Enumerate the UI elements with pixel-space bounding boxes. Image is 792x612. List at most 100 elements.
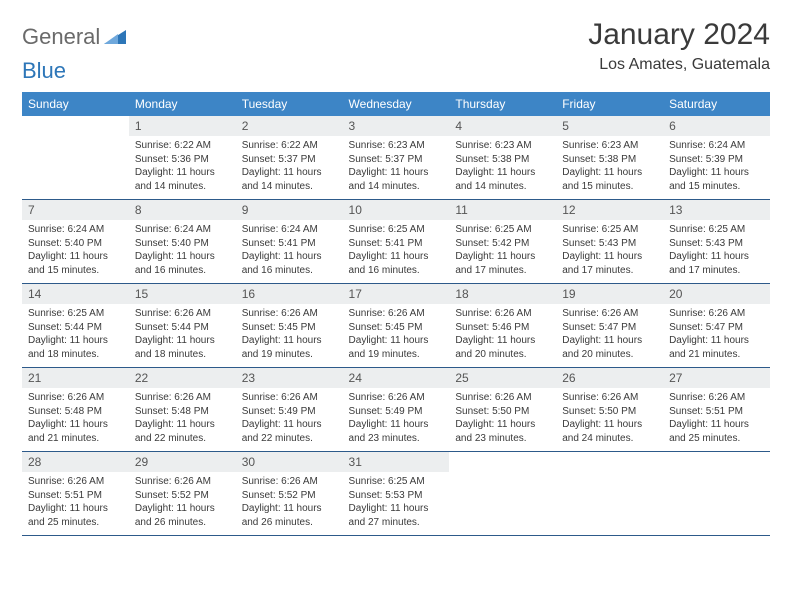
daylight-text: Daylight: 11 hours and 23 minutes. [349, 418, 444, 445]
sunset-text: Sunset: 5:37 PM [349, 153, 444, 167]
sunset-text: Sunset: 5:43 PM [669, 237, 764, 251]
day-body: Sunrise: 6:26 AMSunset: 5:50 PMDaylight:… [556, 388, 663, 451]
sunrise-text: Sunrise: 6:23 AM [455, 139, 550, 153]
day-body: Sunrise: 6:24 AMSunset: 5:41 PMDaylight:… [236, 220, 343, 283]
day-number: 20 [663, 284, 770, 304]
day-body [22, 136, 129, 188]
daylight-text: Daylight: 11 hours and 25 minutes. [669, 418, 764, 445]
day-body: Sunrise: 6:25 AMSunset: 5:44 PMDaylight:… [22, 304, 129, 367]
daylight-text: Daylight: 11 hours and 19 minutes. [349, 334, 444, 361]
day-cell: 15Sunrise: 6:26 AMSunset: 5:44 PMDayligh… [129, 284, 236, 368]
sunset-text: Sunset: 5:49 PM [242, 405, 337, 419]
day-body: Sunrise: 6:23 AMSunset: 5:38 PMDaylight:… [449, 136, 556, 199]
daylight-text: Daylight: 11 hours and 22 minutes. [242, 418, 337, 445]
sunset-text: Sunset: 5:40 PM [135, 237, 230, 251]
sunset-text: Sunset: 5:52 PM [135, 489, 230, 503]
day-number: 24 [343, 368, 450, 388]
week-row: 28Sunrise: 6:26 AMSunset: 5:51 PMDayligh… [22, 452, 770, 536]
sunset-text: Sunset: 5:51 PM [28, 489, 123, 503]
day-cell: 26Sunrise: 6:26 AMSunset: 5:50 PMDayligh… [556, 368, 663, 452]
day-cell: 7Sunrise: 6:24 AMSunset: 5:40 PMDaylight… [22, 200, 129, 284]
daylight-text: Daylight: 11 hours and 15 minutes. [669, 166, 764, 193]
sunset-text: Sunset: 5:46 PM [455, 321, 550, 335]
day-body: Sunrise: 6:25 AMSunset: 5:42 PMDaylight:… [449, 220, 556, 283]
day-body [449, 472, 556, 524]
daylight-text: Daylight: 11 hours and 21 minutes. [669, 334, 764, 361]
daylight-text: Daylight: 11 hours and 18 minutes. [28, 334, 123, 361]
day-number: 9 [236, 200, 343, 220]
day-cell: 9Sunrise: 6:24 AMSunset: 5:41 PMDaylight… [236, 200, 343, 284]
logo-text-2: Blue [22, 58, 770, 84]
sunset-text: Sunset: 5:44 PM [28, 321, 123, 335]
sunset-text: Sunset: 5:36 PM [135, 153, 230, 167]
day-cell: 14Sunrise: 6:25 AMSunset: 5:44 PMDayligh… [22, 284, 129, 368]
sunrise-text: Sunrise: 6:24 AM [669, 139, 764, 153]
day-cell: 27Sunrise: 6:26 AMSunset: 5:51 PMDayligh… [663, 368, 770, 452]
day-body: Sunrise: 6:26 AMSunset: 5:49 PMDaylight:… [343, 388, 450, 451]
day-number: 21 [22, 368, 129, 388]
day-body: Sunrise: 6:25 AMSunset: 5:43 PMDaylight:… [663, 220, 770, 283]
day-body: Sunrise: 6:26 AMSunset: 5:52 PMDaylight:… [236, 472, 343, 535]
day-body: Sunrise: 6:26 AMSunset: 5:47 PMDaylight:… [556, 304, 663, 367]
sunset-text: Sunset: 5:45 PM [242, 321, 337, 335]
day-number: 22 [129, 368, 236, 388]
day-body: Sunrise: 6:26 AMSunset: 5:52 PMDaylight:… [129, 472, 236, 535]
daylight-text: Daylight: 11 hours and 23 minutes. [455, 418, 550, 445]
sunrise-text: Sunrise: 6:22 AM [242, 139, 337, 153]
day-cell: 8 Sunrise: 6:24 AMSunset: 5:40 PMDaylight… [129, 200, 236, 284]
day-body: Sunrise: 6:26 AMSunset: 5:48 PMDaylight:… [22, 388, 129, 451]
sunrise-text: Sunrise: 6:26 AM [349, 307, 444, 321]
sunrise-text: Sunrise: 6:24 AM [135, 223, 230, 237]
sunset-text: Sunset: 5:43 PM [562, 237, 657, 251]
day-number: 26 [556, 368, 663, 388]
daylight-text: Daylight: 11 hours and 14 minutes. [135, 166, 230, 193]
day-cell [663, 452, 770, 536]
week-row: 7Sunrise: 6:24 AMSunset: 5:40 PMDaylight… [22, 200, 770, 284]
day-cell: 29Sunrise: 6:26 AMSunset: 5:52 PMDayligh… [129, 452, 236, 536]
weekday-sunday: Sunday [22, 92, 129, 116]
day-cell: 6Sunrise: 6:24 AMSunset: 5:39 PMDaylight… [663, 116, 770, 200]
day-number: 8 [129, 200, 236, 220]
day-body: Sunrise: 6:26 AMSunset: 5:45 PMDaylight:… [236, 304, 343, 367]
sunset-text: Sunset: 5:47 PM [562, 321, 657, 335]
week-row: 21Sunrise: 6:26 AMSunset: 5:48 PMDayligh… [22, 368, 770, 452]
sunset-text: Sunset: 5:39 PM [669, 153, 764, 167]
daylight-text: Daylight: 11 hours and 19 minutes. [242, 334, 337, 361]
daylight-text: Daylight: 11 hours and 16 minutes. [135, 250, 230, 277]
logo: General [22, 24, 126, 50]
sunrise-text: Sunrise: 6:26 AM [135, 475, 230, 489]
week-row: 14Sunrise: 6:25 AMSunset: 5:44 PMDayligh… [22, 284, 770, 368]
logo-text-1: General [22, 24, 100, 50]
sunset-text: Sunset: 5:48 PM [135, 405, 230, 419]
day-body [663, 472, 770, 524]
sunrise-text: Sunrise: 6:26 AM [562, 307, 657, 321]
day-cell: 25 Sunrise: 6:26 AMSunset: 5:50 PMDayligh… [449, 368, 556, 452]
daylight-text: Daylight: 11 hours and 17 minutes. [669, 250, 764, 277]
daylight-text: Daylight: 11 hours and 24 minutes. [562, 418, 657, 445]
daylight-text: Daylight: 11 hours and 20 minutes. [562, 334, 657, 361]
sunset-text: Sunset: 5:52 PM [242, 489, 337, 503]
day-cell: 23Sunrise: 6:26 AMSunset: 5:49 PMDayligh… [236, 368, 343, 452]
week-row: 1Sunrise: 6:22 AMSunset: 5:36 PMDaylight… [22, 116, 770, 200]
day-cell: 21Sunrise: 6:26 AMSunset: 5:48 PMDayligh… [22, 368, 129, 452]
daylight-text: Daylight: 11 hours and 22 minutes. [135, 418, 230, 445]
sunrise-text: Sunrise: 6:26 AM [455, 391, 550, 405]
sunrise-text: Sunrise: 6:26 AM [135, 307, 230, 321]
day-cell [556, 452, 663, 536]
day-body: Sunrise: 6:26 AMSunset: 5:48 PMDaylight:… [129, 388, 236, 451]
day-number: 19 [556, 284, 663, 304]
sunrise-text: Sunrise: 6:26 AM [669, 307, 764, 321]
sunrise-text: Sunrise: 6:26 AM [455, 307, 550, 321]
day-number: 23 [236, 368, 343, 388]
sunset-text: Sunset: 5:44 PM [135, 321, 230, 335]
daylight-text: Daylight: 11 hours and 27 minutes. [349, 502, 444, 529]
day-number: 31 [343, 452, 450, 472]
day-number: 25 [449, 368, 556, 388]
sunrise-text: Sunrise: 6:23 AM [349, 139, 444, 153]
sunset-text: Sunset: 5:50 PM [455, 405, 550, 419]
day-body: Sunrise: 6:24 AMSunset: 5:40 PMDaylight:… [22, 220, 129, 283]
day-body: Sunrise: 6:23 AMSunset: 5:38 PMDaylight:… [556, 136, 663, 199]
weekday-tuesday: Tuesday [236, 92, 343, 116]
day-cell: 30Sunrise: 6:26 AMSunset: 5:52 PMDayligh… [236, 452, 343, 536]
day-number: 18 [449, 284, 556, 304]
